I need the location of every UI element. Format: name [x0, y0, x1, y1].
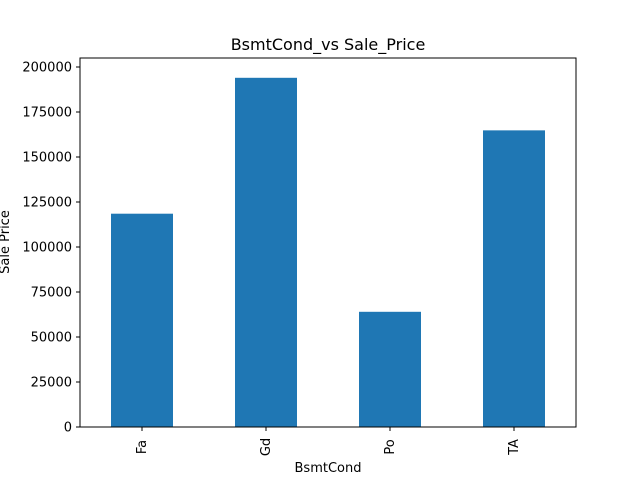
y-tick-label: 25000: [31, 376, 72, 391]
bar-fa: [111, 213, 173, 427]
x-tick-label: Po: [383, 439, 398, 454]
bars-group: [111, 77, 545, 428]
y-tick-label: 0: [64, 421, 72, 436]
y-tick-label: 175000: [22, 106, 72, 121]
chart-title: BsmtCond_vs Sale_Price: [231, 35, 426, 55]
y-tick-label: 200000: [22, 61, 72, 76]
x-tick-label: Fa: [135, 440, 150, 454]
bar-gd: [235, 77, 297, 428]
y-tick-label: 100000: [22, 241, 72, 256]
y-tick-label: 50000: [31, 331, 72, 346]
y-tick-label: 150000: [22, 151, 72, 166]
bar-po: [359, 311, 421, 427]
x-axis-ticks: Fa Gd Po TA: [135, 427, 522, 456]
y-tick-label: 75000: [31, 286, 72, 301]
y-axis-ticks: 0 25000 50000 75000 100000 125000 150000 175000…: [22, 61, 80, 436]
y-tick-label: 125000: [22, 196, 72, 211]
bar-ta: [483, 130, 545, 428]
plot-frame: [79, 57, 577, 428]
y-axis-label: Sale Price: [0, 210, 13, 274]
x-axis-label: BsmtCond: [295, 461, 362, 476]
x-tick-label: Gd: [259, 438, 274, 456]
x-tick-label: TA: [507, 439, 522, 456]
